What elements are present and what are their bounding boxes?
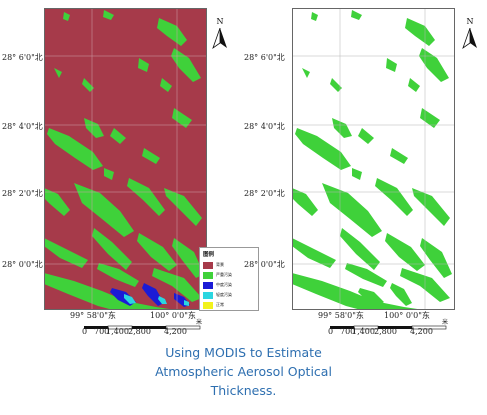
right-y-label: 28° 6'0"北 xyxy=(244,53,285,62)
caption-line: Atmospheric Aerosol Optical xyxy=(155,364,332,379)
right-map-grid xyxy=(292,8,455,310)
legend-swatch xyxy=(203,271,213,279)
scale-unit: 米 xyxy=(196,319,203,326)
legend-item: 背景 xyxy=(203,260,258,270)
legend-label: 轻度污染 xyxy=(216,292,232,297)
right-y-label: 28° 0'0"北 xyxy=(244,260,285,269)
left-legend: 图例 背景 严重污染 中度污染 轻度污染 正常 xyxy=(199,247,259,311)
scale-tick: 0 xyxy=(328,327,334,336)
legend-swatch xyxy=(203,281,213,289)
legend-swatch xyxy=(203,261,213,269)
legend-item: 正常 xyxy=(203,300,258,310)
scale-tick: 700 xyxy=(94,327,110,336)
caption-line: Using MODIS to Estimate xyxy=(165,345,322,360)
left-y-label: 28° 4'0"北 xyxy=(2,122,43,131)
legend-label: 正常 xyxy=(216,302,224,307)
scale-tick: 1,400 xyxy=(106,327,129,336)
scale-tick: 0 xyxy=(82,327,88,336)
legend-item: 中度污染 xyxy=(203,280,258,290)
left-scale-bar: 米 0 700 1,400 2,800 4,200 xyxy=(82,319,204,340)
scale-unit: 米 xyxy=(442,319,449,326)
north-arrow-icon xyxy=(212,28,227,50)
left-x-label: 100° 0'0"东 xyxy=(150,311,196,320)
scale-bar-graphic xyxy=(330,325,447,330)
legend-swatch xyxy=(203,301,213,309)
right-map-vegetation xyxy=(292,10,452,310)
north-label: N xyxy=(216,17,224,26)
right-map xyxy=(292,8,455,310)
scale-tick: 2,800 xyxy=(128,327,151,336)
legend-swatch xyxy=(203,291,213,299)
left-y-label: 28° 0'0"北 xyxy=(2,260,43,269)
legend-label: 中度污染 xyxy=(216,282,232,287)
scale-tick: 1,400 xyxy=(352,327,375,336)
right-x-label: 99° 58'0"东 xyxy=(318,311,364,320)
left-x-label: 99° 58'0"东 xyxy=(70,311,116,320)
scale-tick: 4,200 xyxy=(164,327,187,336)
left-map-grid xyxy=(44,8,207,310)
legend-label: 严重污染 xyxy=(216,272,232,277)
left-y-label: 28° 6'0"北 xyxy=(2,53,43,62)
legend-title: 图例 xyxy=(203,252,215,258)
scale-tick: 700 xyxy=(340,327,356,336)
scale-tick: 2,800 xyxy=(374,327,397,336)
right-x-label: 100° 0'0"东 xyxy=(384,311,430,320)
right-y-label: 28° 4'0"北 xyxy=(244,122,285,131)
left-y-label: 28° 2'0"北 xyxy=(2,189,43,198)
legend-item: 严重污染 xyxy=(203,270,258,280)
left-map xyxy=(44,8,207,310)
scale-tick: 4,200 xyxy=(410,327,433,336)
right-north-arrow: N xyxy=(462,17,478,50)
north-label: N xyxy=(466,17,474,26)
left-map-vegetation xyxy=(44,10,204,310)
left-north-arrow: N xyxy=(212,17,228,50)
right-scale-bar: 米 0 700 1,400 2,800 4,200 xyxy=(328,319,450,340)
caption-line: Thickness. xyxy=(210,383,277,398)
north-arrow-icon xyxy=(462,28,477,50)
right-y-label: 28° 2'0"北 xyxy=(244,189,285,198)
figure-caption: Using MODIS to Estimate Atmospheric Aero… xyxy=(120,343,367,400)
legend-item: 轻度污染 xyxy=(203,290,258,300)
legend-label: 背景 xyxy=(216,262,224,267)
scale-bar-graphic xyxy=(84,325,201,330)
